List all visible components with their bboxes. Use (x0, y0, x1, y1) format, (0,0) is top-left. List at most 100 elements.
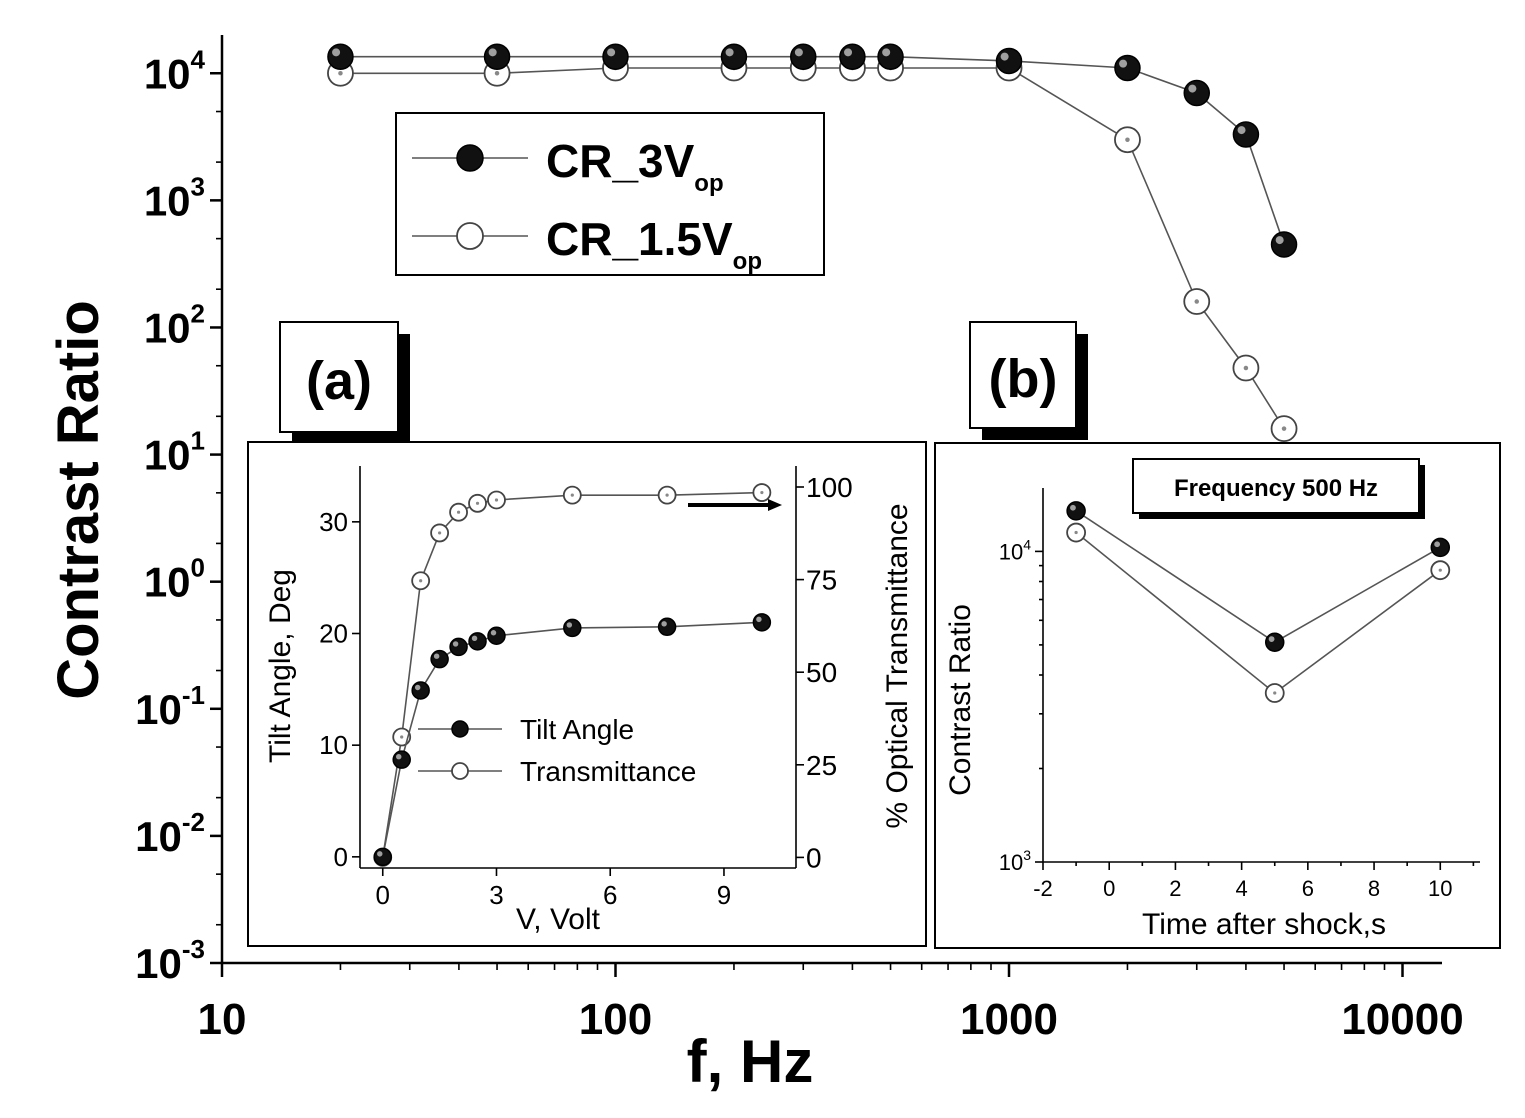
inset-a-series-tilt-point-7-highlight (566, 622, 573, 628)
main-series-cr3v-point-5-highlight (844, 48, 853, 57)
main-series-cr3v-point-0-circle (327, 43, 354, 70)
inset-a-series-transmittance-point-5-center (475, 501, 480, 505)
inset-a-y-tick-label: 30 (319, 507, 348, 537)
inset-a-series-tilt-point-1-highlight (396, 753, 402, 760)
inset-a-y2-tick-label: 100 (806, 472, 853, 503)
inset-b-y-label: Contrast Ratio (944, 604, 977, 796)
inset-b-x-tick-label: 2 (1169, 876, 1181, 901)
main-series-cr3v-point-4-circle (789, 43, 817, 70)
inset-b-series-cr3v-point-2-circle (1430, 537, 1451, 558)
main-series-cr3v-point-7 (995, 47, 1023, 75)
main-series-cr3v-point-9-circle (1183, 79, 1211, 107)
main-y-tick-label: 101 (144, 426, 205, 479)
inset-a-series-tilt-point-9-circle (752, 613, 772, 632)
main-series-cr15v-point-8-center (1125, 137, 1130, 142)
main-series-cr3v-point-7-highlight (1000, 52, 1009, 61)
inset-a-series-tilt-point-0 (373, 847, 392, 867)
main-series-cr3v-point-5-circle (839, 43, 866, 70)
main-series-cr3v-point-11-highlight (1275, 236, 1284, 245)
inset-a-series-transmittance-point-5 (468, 493, 487, 513)
inset-b-series-cr15v-point-1 (1264, 683, 1285, 703)
main-series-cr3v-point-1 (483, 43, 511, 70)
inset-b-series-cr3v-point-0-circle (1066, 501, 1086, 521)
panel-label-b: (b) (969, 321, 1088, 440)
inset-a-series-tilt-point-8-circle (657, 617, 677, 637)
inset-a-series-tilt-point-9 (752, 613, 772, 632)
inset-a-series-transmittance-point-7 (562, 485, 582, 505)
main-y-tick-label: 104 (144, 44, 206, 97)
inset-a-series-transmittance-point-8 (657, 485, 677, 505)
inset-a-y-tick-label: 0 (334, 842, 348, 872)
inset-a-y-tick-label: 20 (319, 619, 348, 649)
inset-a-legend-tilt: Tilt Angle (520, 714, 634, 745)
main-x-tick-label: 100 (579, 995, 652, 1044)
main-series-cr15v-point-0-center (338, 71, 343, 76)
inset-b-title: Frequency 500 Hz (1174, 475, 1378, 502)
inset-a-series-transmittance-point-3 (430, 523, 450, 543)
main-series-cr3v-point-9-highlight (1188, 84, 1197, 93)
inset-a-series-tilt-point-5-circle (468, 632, 487, 651)
inset-a: 0 3 6 9 0 10 20 30 0 25 50 75 100 V, Volt Tilt Ang… (247, 441, 927, 947)
main-x-tick-label: 10000 (1341, 995, 1463, 1044)
main-series-cr3v-point-8 (1114, 54, 1141, 82)
main-y-tick-label: 10-2 (135, 807, 205, 860)
main-series-cr3v-point-3 (720, 43, 748, 70)
inset-b-title-frame (1132, 458, 1420, 514)
inset-a-series-tilt-point-6-circle (487, 626, 506, 645)
inset-b-series-cr3v-point-1 (1264, 632, 1285, 652)
inset-a-legend: Tilt Angle Transmittance (418, 714, 696, 787)
inset-a-x-tick-label: 6 (603, 880, 617, 910)
inset-a-series-transmittance-point-2-center (419, 579, 423, 583)
inset-a-series-tilt-point-3-circle (430, 649, 449, 669)
inset-b-series-cr3v-point-2 (1430, 537, 1451, 558)
main-y-label: Contrast Ratio (46, 300, 111, 700)
panel-label-b-box (969, 321, 1077, 429)
inset-b-x-tick-label: 0 (1103, 876, 1115, 901)
main-y-tick-label: 103 (144, 171, 205, 224)
inset-a-series-tilt-point-8 (657, 617, 677, 637)
inset-b-series-cr15v-point-2-center (1438, 568, 1442, 572)
main-axes: 10 100 1000 10000 10410310210110010-110-210… (135, 35, 1464, 1044)
main-series-cr15v-point-11-center (1281, 426, 1287, 431)
main-y-tick-label: 100 (144, 553, 205, 606)
inset-b-x-tick-label: -2 (1033, 876, 1053, 901)
legend-label-cr3v: CR_3Vop (546, 135, 724, 197)
legend-label-cr15v: CR_1.5Vop (546, 213, 762, 275)
inset-a-series-tilt-point-4-highlight (452, 641, 459, 647)
main-series-cr3v-point-11-circle (1270, 231, 1298, 258)
inset-a-series-transmittance-point-6 (487, 490, 506, 510)
inset-a-series-tilt-point-3-highlight (433, 653, 440, 659)
right-axis-arrow (688, 499, 782, 511)
inset-a-series-tilt-line (381, 621, 762, 857)
main-series-cr15v-line (340, 67, 1285, 430)
inset-a-x-tick-label: 3 (489, 880, 503, 910)
inset-a-legend-trans: Transmittance (520, 756, 696, 787)
main-x-tick-label: 10 (198, 995, 247, 1044)
main-y-tick-label: 10-3 (135, 934, 205, 987)
inset-a-series-tilt-point-3 (430, 649, 449, 669)
inset-a-x-tick-label: 0 (376, 880, 390, 910)
main-series-cr3v-point-10-circle (1232, 121, 1260, 148)
inset-b-y-tick-label: 103 (999, 847, 1031, 875)
main-series-cr3v-point-9 (1183, 79, 1211, 107)
inset-a-y2-tick-label: 25 (806, 750, 837, 781)
main-series-cr15v-point-10-center (1243, 365, 1249, 371)
inset-b-series-cr15v-point-0 (1066, 522, 1087, 543)
main-series-cr3v-point-8-highlight (1119, 59, 1128, 68)
inset-a-legend-marker-trans (451, 762, 469, 780)
inset-a-series-tilt-point-1 (392, 750, 411, 769)
main-series-cr3v-point-0 (327, 43, 354, 70)
inset-a-series-transmittance-point-6-center (494, 498, 499, 502)
inset-a-series-tilt-point-2-circle (411, 681, 430, 700)
inset-b-series-cr3v-point-0 (1066, 501, 1086, 521)
main-series-cr3v-point-6-highlight (882, 48, 891, 57)
inset-a-series-transmittance-point-3-center (438, 531, 442, 535)
main-series-cr3v-point-1-circle (483, 43, 511, 70)
main-series-cr3v-point-6 (877, 43, 904, 70)
inset-b: -2 0 2 4 6 8 10 104 103 Frequency 500 Hz Time a… (934, 442, 1501, 949)
main-series-cr15v-point-9 (1183, 288, 1211, 315)
inset-a-series-transmittance-point-4-center (456, 510, 461, 514)
inset-a-series-transmittance-point-8-center (665, 493, 669, 497)
main-x-tick-label: 1000 (960, 995, 1058, 1044)
inset-a-series-tilt-point-4 (449, 637, 468, 657)
